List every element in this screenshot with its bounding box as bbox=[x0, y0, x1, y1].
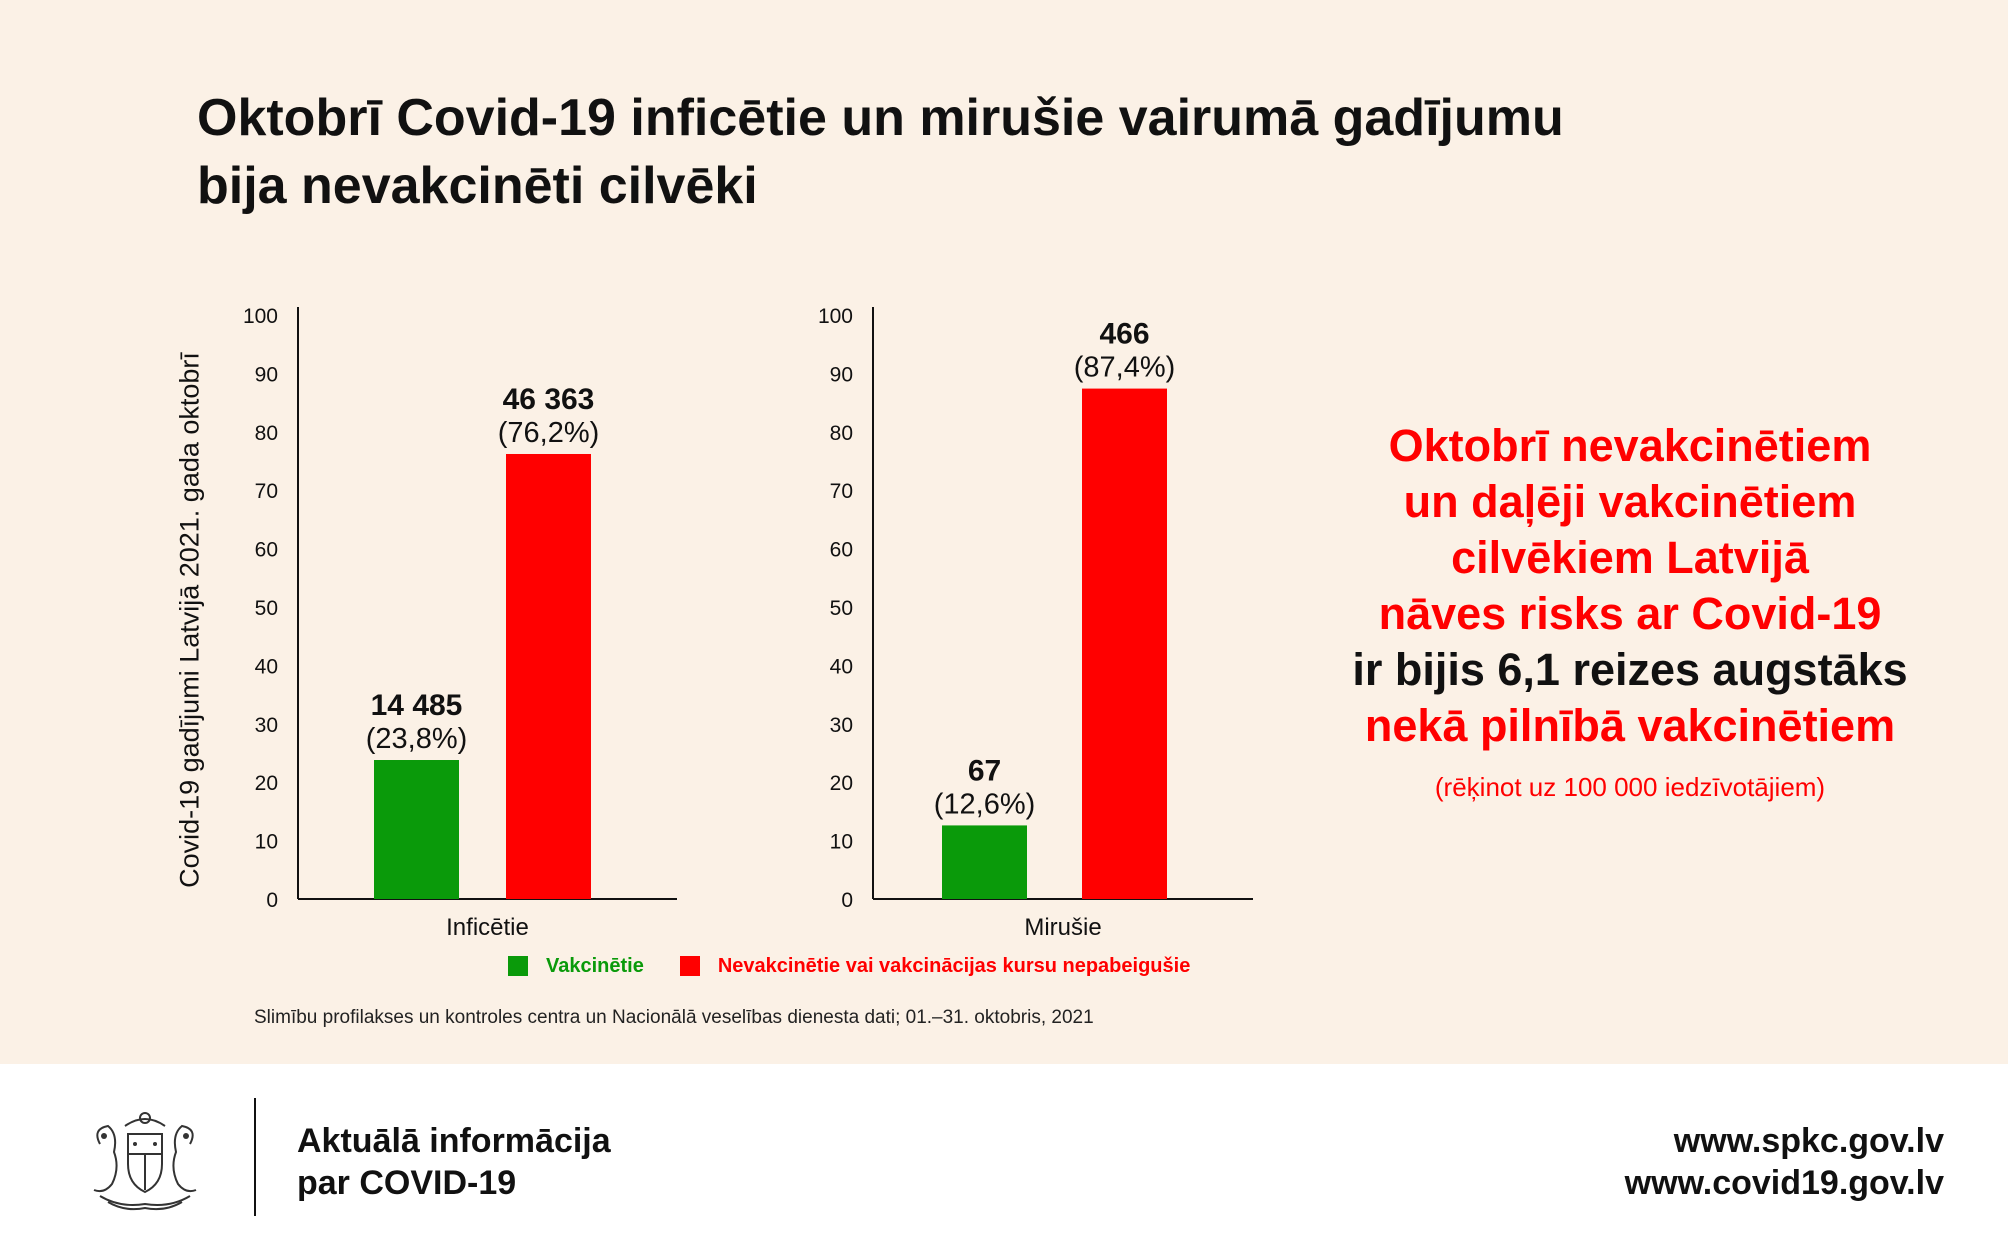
bar bbox=[506, 453, 591, 899]
bar-percent-label: (76,2%) bbox=[498, 417, 600, 449]
y-tick-label: 80 bbox=[830, 422, 853, 445]
y-tick-label: 30 bbox=[830, 714, 853, 737]
title-line-2: bija nevakcinēti cilvēki bbox=[197, 157, 758, 215]
legend-swatch-vaccinated bbox=[508, 956, 528, 976]
y-tick-label: 80 bbox=[255, 422, 278, 445]
y-tick-label: 30 bbox=[255, 714, 278, 737]
legend-label-vaccinated: Vakcinētie bbox=[546, 954, 644, 977]
source-note: Slimību profilakses un kontroles centra … bbox=[254, 1007, 1094, 1028]
page-title: Oktobrī Covid-19 inficētie un mirušie va… bbox=[197, 84, 1797, 220]
side-message-line-1: Oktobrī nevakcinētiem bbox=[1388, 420, 1872, 471]
y-tick-label: 40 bbox=[255, 655, 278, 678]
bar bbox=[1082, 388, 1167, 899]
title-line-1: Oktobrī Covid-19 inficētie un mirušie va… bbox=[197, 89, 1564, 147]
footer-divider bbox=[254, 1098, 256, 1216]
y-tick-label: 90 bbox=[830, 363, 853, 386]
bar-percent-label: (87,4%) bbox=[1074, 352, 1176, 384]
footer-info-line-1: Aktuālā informācija bbox=[297, 1122, 611, 1160]
side-message-line-5: ir bijis 6,1 reizes augstāks bbox=[1352, 644, 1908, 695]
y-tick-label: 50 bbox=[255, 597, 278, 620]
legend-item-unvaccinated: Nevakcinētie vai vakcinācijas kursu nepa… bbox=[679, 954, 1191, 978]
side-message-line-2: un daļēji vakcinētiem bbox=[1403, 476, 1857, 527]
bar bbox=[942, 825, 1027, 899]
side-message-line-6: nekā pilnībā vakcinētiem bbox=[1364, 700, 1896, 751]
footer-links: www.spkc.gov.lv www.covid19.gov.lv bbox=[1625, 1120, 1944, 1204]
y-tick-label: 70 bbox=[255, 480, 278, 503]
bar bbox=[374, 760, 459, 899]
bar-percent-label: (23,8%) bbox=[366, 723, 468, 755]
x-category-label: Inficētie bbox=[446, 914, 529, 941]
y-tick-label: 20 bbox=[830, 772, 853, 795]
side-message: Oktobrī nevakcinētiem un daļēji vakcinēt… bbox=[1310, 418, 1950, 754]
legend-swatch-unvaccinated bbox=[679, 956, 700, 976]
y-tick-label: 0 bbox=[841, 889, 853, 912]
legend-item-vaccinated: Vakcinētie bbox=[508, 955, 644, 978]
footer-info: Aktuālā informācija par COVID-19 bbox=[297, 1120, 611, 1204]
bar-percent-label: (12,6%) bbox=[934, 788, 1036, 820]
footer-link-covid19[interactable]: www.covid19.gov.lv bbox=[1624, 1164, 1944, 1202]
y-tick-label: 60 bbox=[255, 539, 278, 562]
y-tick-label: 10 bbox=[830, 831, 853, 854]
y-tick-label: 20 bbox=[255, 772, 278, 795]
y-tick-label: 10 bbox=[255, 831, 278, 854]
x-category-label: Mirušie bbox=[1024, 914, 1101, 941]
y-tick-label: 40 bbox=[830, 655, 853, 678]
latvia-coat-of-arms-icon bbox=[93, 1112, 197, 1211]
legend: Vakcinētie Nevakcinētie vai vakcinācijas… bbox=[508, 952, 1226, 980]
y-tick-label: 100 bbox=[243, 305, 278, 328]
legend-label-unvaccinated: Nevakcinētie vai vakcinācijas kursu nepa… bbox=[717, 954, 1191, 977]
y-tick-label: 60 bbox=[830, 539, 853, 562]
bar-count-label: 46 363 bbox=[503, 383, 595, 416]
footer-info-line-2: par COVID-19 bbox=[297, 1164, 517, 1202]
bar-count-label: 466 bbox=[1099, 318, 1149, 351]
bar-count-label: 14 485 bbox=[371, 689, 463, 722]
y-tick-label: 50 bbox=[830, 597, 853, 620]
y-tick-label: 100 bbox=[818, 305, 853, 328]
bar-count-label: 67 bbox=[968, 754, 1001, 787]
footer-link-spkc[interactable]: www.spkc.gov.lv bbox=[1673, 1122, 1944, 1160]
side-message-note: (rēķinot uz 100 000 iedzīvotājiem) bbox=[1434, 772, 1826, 802]
y-tick-label: 70 bbox=[830, 480, 853, 503]
y-tick-label: 90 bbox=[255, 363, 278, 386]
side-message-line-3: cilvēkiem Latvijā bbox=[1451, 532, 1809, 583]
side-message-line-4: nāves risks ar Covid-19 bbox=[1378, 588, 1882, 639]
y-tick-label: 0 bbox=[266, 889, 278, 912]
